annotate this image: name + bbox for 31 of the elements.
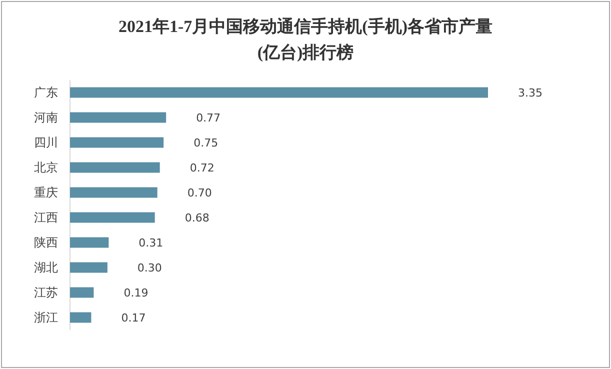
data-label: 3.35 — [518, 86, 542, 100]
y-tick-label: 陕西 — [34, 236, 58, 250]
y-tick-label: 浙江 — [34, 310, 58, 324]
bar — [70, 87, 488, 98]
y-tick-label: 北京 — [34, 160, 58, 174]
data-label: 0.77 — [196, 112, 221, 124]
bar — [70, 137, 164, 148]
data-label: 0.75 — [194, 136, 218, 150]
data-label: 0.72 — [190, 162, 214, 174]
data-label: 0.68 — [184, 212, 210, 224]
chart-title: 2021年1-7月中国移动通信手持机(手机)各省市产量 (亿台)排行榜 — [118, 17, 492, 62]
bar — [70, 187, 158, 198]
bar — [70, 287, 94, 298]
data-label: 0.31 — [138, 236, 164, 250]
bar — [70, 212, 155, 223]
data-label: 0.30 — [137, 262, 162, 274]
y-tick-label: 湖北 — [34, 260, 58, 274]
bar — [70, 112, 166, 123]
bar — [70, 262, 108, 273]
data-label: 0.19 — [124, 286, 148, 300]
data-label: 0.70 — [187, 186, 212, 200]
y-tick-label: 广东 — [34, 86, 58, 100]
bar — [70, 162, 160, 173]
y-tick-label: 江苏 — [34, 286, 58, 300]
data-label: 0.17 — [121, 312, 146, 324]
y-tick-label: 重庆 — [34, 186, 58, 200]
y-tick-label: 四川 — [34, 136, 58, 150]
y-tick-label: 河南 — [34, 110, 58, 124]
bar — [70, 312, 92, 323]
bar — [70, 237, 109, 248]
y-tick-label: 江西 — [34, 210, 58, 224]
